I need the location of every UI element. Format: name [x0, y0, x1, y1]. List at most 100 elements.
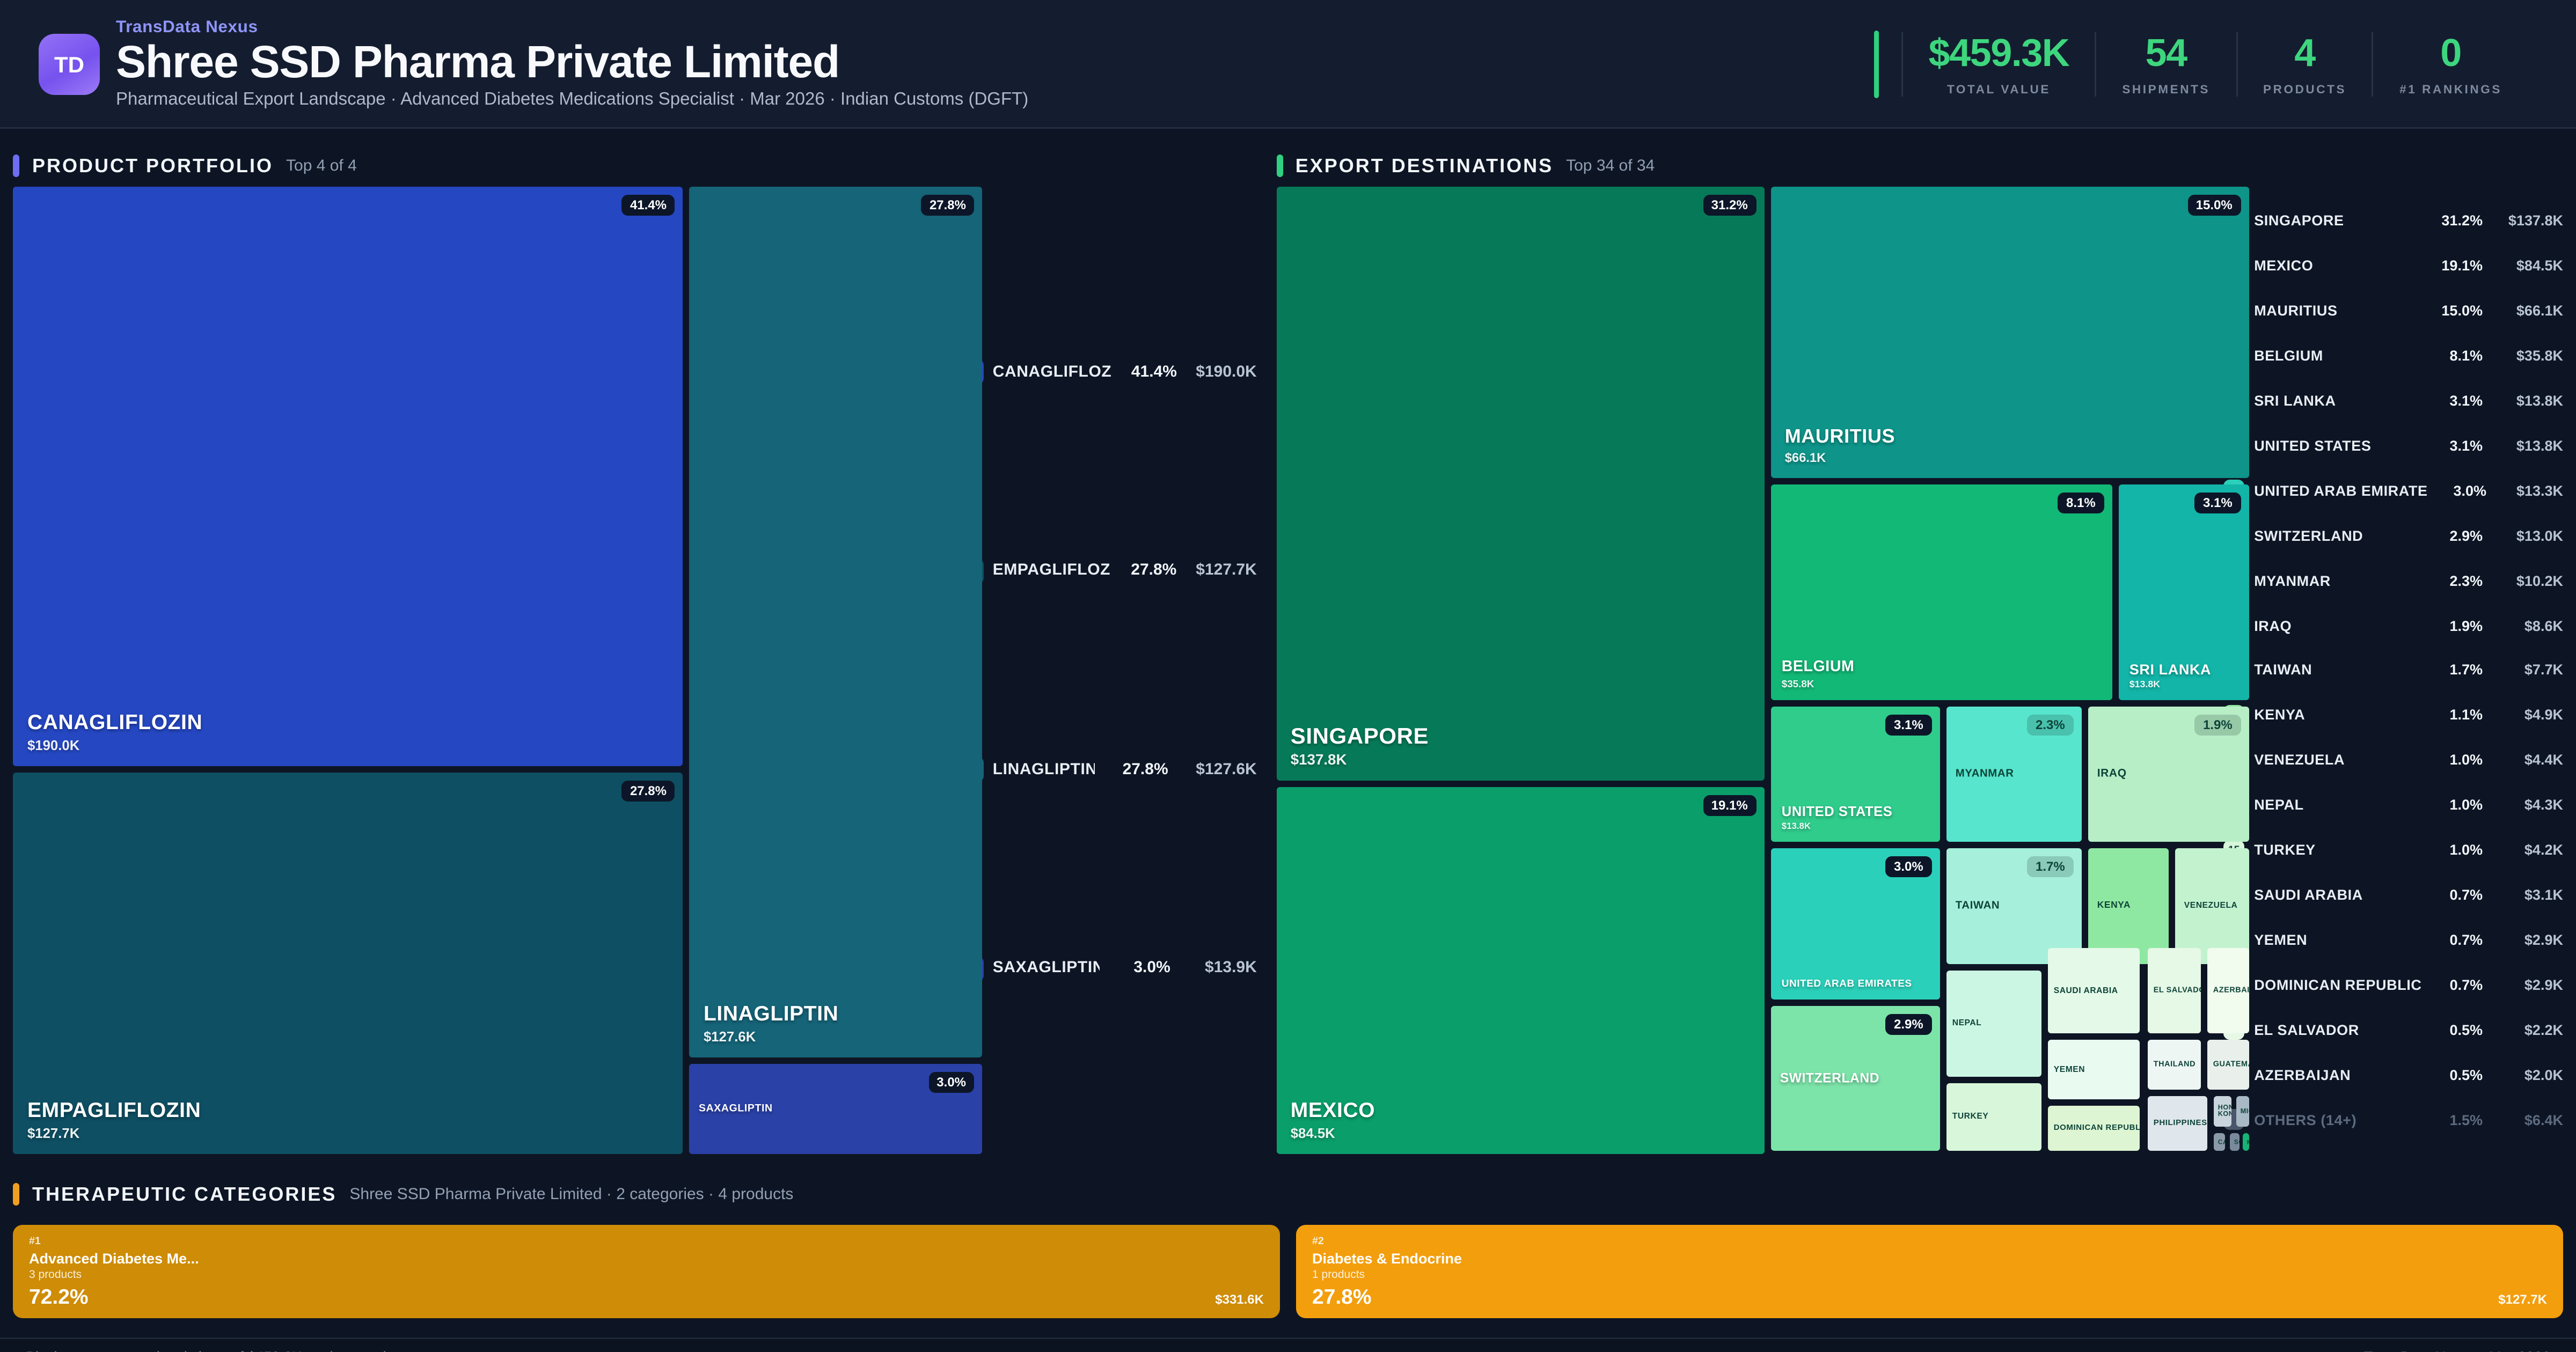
list-item-name: YEMEN — [2254, 931, 2308, 948]
treemap-tile-saudi-arabia[interactable]: SAUDI ARABIA — [2047, 948, 2139, 1033]
tile-label: MAURITIUS $66.1K — [1785, 425, 1895, 465]
brand-logo: TD — [39, 33, 100, 94]
treemap-tile-saxagliptin[interactable]: 3.0% SAXAGLIPTIN — [689, 1064, 982, 1154]
treemap-tile-guatemala[interactable]: GUATEMALA — [2206, 1040, 2249, 1090]
treemap-tile-venezuela[interactable]: VENEZUELA — [2174, 848, 2249, 964]
treemap-tile-azerbaijan[interactable]: AZERBAIJAN — [2206, 948, 2249, 1033]
tile-label: MEXICO $84.5K — [1291, 1098, 1375, 1141]
category-percent: 72.2% — [29, 1284, 89, 1309]
list-item-percent: 1.7% — [2449, 662, 2483, 679]
treemap-tile-united-states[interactable]: 3.1% UNITED STATES $13.8K — [1770, 707, 1940, 842]
list-item-percent: 19.1% — [2441, 258, 2483, 274]
list-item-name: LINAGLIPTIN — [992, 761, 1095, 779]
treemap-tile-ma[interactable]: MA — [2242, 1133, 2249, 1151]
tile-percent-badge: 3.1% — [1886, 715, 1931, 736]
list-item-name: EL SALVADOR — [2254, 1022, 2359, 1038]
tile-value: $127.6K — [704, 1028, 756, 1045]
tile-name: GUATEMALA — [2213, 1061, 2249, 1069]
treemap-tile-taiwan[interactable]: 1.7% TAIWAN — [1945, 848, 2081, 964]
treemap-tile-hong-kong[interactable]: HONG KONG — [2213, 1096, 2231, 1127]
categories-section-title: THERAPEUTIC CATEGORIES — [32, 1183, 337, 1206]
stat-products: 4 PRODUCTS — [2236, 31, 2372, 96]
export-section-title: EXPORT DESTINATIONS — [1295, 155, 1554, 177]
list-item-percent: 0.7% — [2449, 887, 2483, 903]
tile-label: AZERBAIJAN — [2213, 987, 2249, 995]
tile-value: $66.1K — [1784, 451, 1826, 465]
treemap-tile-united-arab-emirates[interactable]: 3.0% UNITED ARAB EMIRATES — [1770, 848, 1940, 1000]
list-item-name: MYANMAR — [2254, 572, 2331, 589]
tile-label: EL SALVADOR — [2154, 987, 2200, 995]
list-item-percent: 1.9% — [2449, 617, 2483, 634]
treemap-tile-el-salvador[interactable]: EL SALVADOR — [2147, 948, 2200, 1033]
category-percent: 27.8% — [1312, 1284, 1372, 1309]
list-item-value: $6.4K — [2524, 1111, 2563, 1128]
treemap-tile-nepal[interactable]: NEPAL — [1945, 971, 2041, 1077]
tile-label: NEPAL — [1952, 1019, 1982, 1028]
treemap-tile-thailand[interactable]: THAILAND — [2147, 1040, 2200, 1090]
treemap-tile-som[interactable]: SOM — [2229, 1133, 2239, 1151]
tile-name: NEPAL — [1952, 1019, 1982, 1028]
treemap-tile-dominican-republic[interactable]: DOMINICAN REPUBLIC — [2047, 1106, 2139, 1151]
tile-name: VENEZUELA — [2184, 901, 2238, 911]
treemap-tile-sri-lanka[interactable]: 3.1% SRI LANKA $13.8K — [2118, 484, 2249, 700]
category-bar-advanced-diabetes-me[interactable]: #1 Advanced Diabetes Me... 3 products 72.2%… — [13, 1225, 1280, 1318]
list-item-percent: 3.0% — [1133, 959, 1170, 978]
list-item-name: DOMINICAN REPUBLIC — [2254, 976, 2422, 993]
category-rank: #1 — [29, 1236, 41, 1247]
product-list-column: 1CANAGLIFLOZIN41.4%$190.0K2EMPAGLIFLOZIN… — [957, 129, 1257, 1154]
list-item-saxagliptin: 4SAXAGLIPTIN3.0%$13.9K — [957, 955, 1257, 981]
treemap-tile-switzerland[interactable]: 2.9% SWITZERLAND — [1770, 1006, 1940, 1151]
stat-total-value: $459.3K TOTAL VALUE — [1901, 31, 2095, 96]
treemap-tile-caym[interactable]: CAYM — [2213, 1133, 2224, 1151]
treemap-tile-turkey[interactable]: TURKEY — [1945, 1083, 2041, 1151]
treemap-tile-micro[interactable]: MICRO — [2235, 1096, 2249, 1127]
list-item-value: $66.1K — [2516, 303, 2563, 319]
tile-label: IRAQ — [2097, 769, 2127, 780]
list-item-value: $2.9K — [2524, 931, 2563, 948]
tile-label: GUATEMALA — [2213, 1061, 2249, 1069]
list-item-name: SWITZERLAND — [2254, 527, 2363, 544]
tile-label: YEMEN — [2054, 1065, 2085, 1075]
category-name: Diabetes & Endocrine — [1312, 1251, 1462, 1267]
tile-label: SINGAPORE $137.8K — [1291, 723, 1429, 768]
product-section-header: PRODUCT PORTFOLIO Top 4 of 4 — [13, 145, 938, 187]
export-treemap-column: EXPORT DESTINATIONS Top 34 of 34 31.2% SI… — [1276, 129, 2249, 1154]
export-treemap: 31.2% SINGAPORE $137.8K 19.1% MEXICO $84.5K 15… — [1276, 187, 2249, 1154]
brand-name: TransData Nexus — [116, 17, 258, 37]
list-item-name: TURKEY — [2254, 842, 2316, 858]
treemap-tile-kenya[interactable]: KENYA — [2087, 848, 2168, 964]
treemap-tile-philippines[interactable]: PHILIPPINES — [2147, 1096, 2207, 1151]
list-item-name: MEXICO — [2254, 258, 2314, 274]
tile-name: MYANMAR — [1955, 768, 2014, 780]
treemap-tile-iraq[interactable]: 1.9% IRAQ — [2087, 707, 2249, 842]
tile-name: PHILIPPINES — [2153, 1119, 2207, 1128]
list-item-percent: 1.0% — [2449, 752, 2483, 768]
category-bar-diabetes-endocrine[interactable]: #2 Diabetes & Endocrine 1 products 27.8% $12… — [1296, 1225, 2563, 1318]
stat-value: 0 — [2440, 31, 2462, 75]
tile-label: TAIWAN — [1956, 901, 2000, 912]
stat-label: TOTAL VALUE — [1946, 81, 2051, 96]
export-legend-spacer — [2223, 145, 2563, 187]
tile-label: BELGIUM $35.8K — [1782, 658, 1855, 690]
categories-section-header: THERAPEUTIC CATEGORIES Shree SSD Pharma … — [13, 1173, 2563, 1215]
treemap-tile-empagliflozin[interactable]: 27.8% EMPAGLIFLOZIN $127.7K — [13, 773, 683, 1154]
treemap-tile-yemen[interactable]: YEMEN — [2047, 1040, 2139, 1099]
treemap-tile-singapore[interactable]: 31.2% SINGAPORE $137.8K — [1276, 187, 1764, 781]
list-item-value: $127.7K — [1196, 562, 1257, 580]
tile-label: VENEZUELA — [2184, 901, 2238, 911]
treemap-tile-belgium[interactable]: 8.1% BELGIUM $35.8K — [1770, 484, 2112, 700]
product-list-spacer — [957, 145, 1257, 187]
treemap-tile-canagliflozin[interactable]: 41.4% CANAGLIFLOZIN $190.0K — [13, 187, 683, 766]
tile-label: UNITED STATES $13.8K — [1782, 803, 1893, 832]
treemap-tile-mauritius[interactable]: 15.0% MAURITIUS $66.1K — [1770, 187, 2249, 478]
list-item-value: $4.2K — [2524, 842, 2563, 858]
treemap-tile-myanmar[interactable]: 2.3% MYANMAR — [1945, 707, 2081, 842]
list-item-value: $2.2K — [2524, 1022, 2563, 1038]
tile-percent-badge: 15.0% — [2187, 195, 2241, 216]
treemap-tile-linagliptin[interactable]: 27.8% LINAGLIPTIN $127.6K — [689, 187, 982, 1057]
category-bars: #1 Advanced Diabetes Me... 3 products 72.2%… — [13, 1225, 2563, 1318]
treemap-tile-mexico[interactable]: 19.1% MEXICO $84.5K — [1276, 787, 1764, 1154]
list-item-venezuela: 13VENEZUELA1.0%$4.4K — [2223, 750, 2563, 771]
list-item-yemen: 17YEMEN0.7%$2.9K — [2223, 929, 2563, 951]
